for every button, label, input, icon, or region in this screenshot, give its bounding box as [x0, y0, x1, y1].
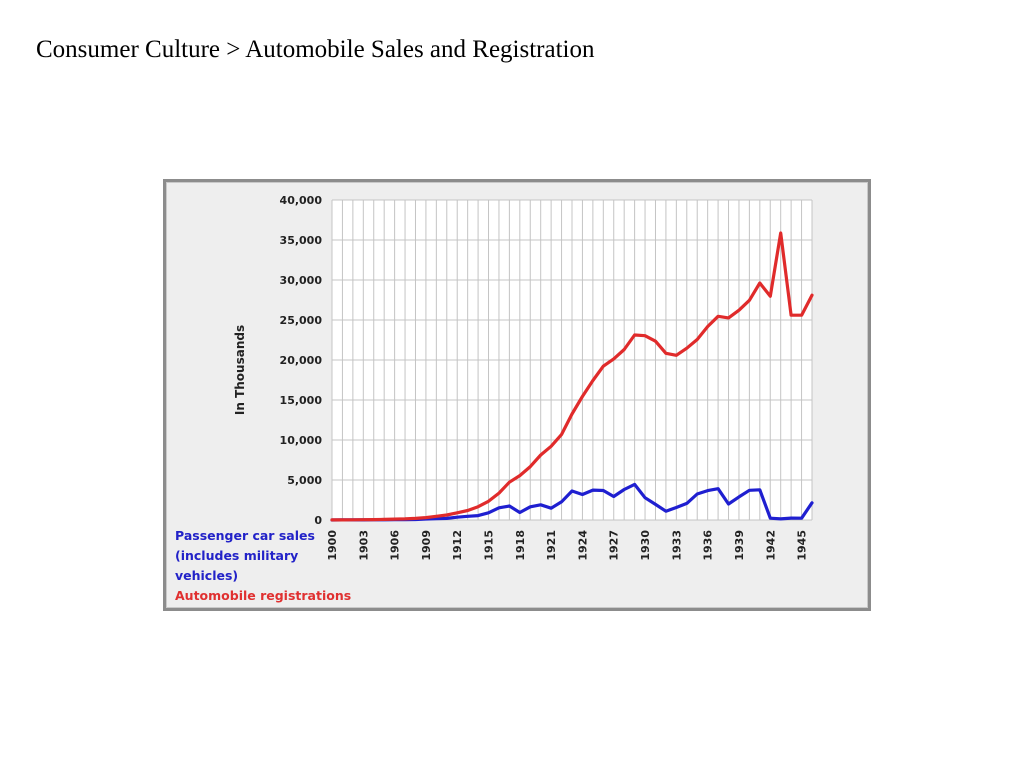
- x-tick-label: 1927: [608, 530, 621, 561]
- y-tick-label: 35,000: [280, 234, 323, 247]
- y-tick-label: 15,000: [280, 394, 323, 407]
- legend-automobile-registrations: Automobile registrations: [175, 588, 352, 603]
- y-tick-label: 30,000: [280, 274, 323, 287]
- x-tick-label: 1945: [796, 530, 809, 561]
- x-tick-label: 1909: [420, 530, 433, 561]
- y-tick-label: 25,000: [280, 314, 323, 327]
- x-tick-label: 1915: [483, 530, 496, 561]
- chart-frame: 0 5,000 10,000 15,000 20,000 25,000 30,000 35,0…: [163, 179, 871, 611]
- legend-passenger-car-sales: Passenger car sales (includes military v…: [175, 528, 315, 583]
- x-tick-label: 1912: [451, 530, 464, 561]
- x-tick-label: 1918: [514, 530, 527, 561]
- x-tick-label: 1924: [576, 530, 589, 561]
- y-tick-label: 0: [314, 514, 322, 527]
- y-axis-title: In Thousands: [233, 325, 247, 415]
- x-tick-label: 1939: [733, 530, 746, 561]
- x-tick-label: 1906: [389, 530, 402, 561]
- y-tick-label: 10,000: [280, 434, 323, 447]
- y-tick-label: 20,000: [280, 354, 323, 367]
- x-tick-label: 1933: [670, 530, 683, 561]
- series-line-1: [330, 231, 814, 522]
- x-tick-label: 1936: [702, 530, 715, 561]
- x-tick-label: 1903: [357, 530, 370, 561]
- x-tick-label: 1930: [639, 530, 652, 561]
- line-chart: 0 5,000 10,000 15,000 20,000 25,000 30,000 35,0…: [233, 194, 814, 561]
- slide-title: Consumer Culture > Automobile Sales and …: [36, 36, 595, 63]
- x-tick-label: 1921: [545, 530, 558, 561]
- x-tick-label: 1900: [326, 530, 339, 561]
- y-tick-label: 40,000: [280, 194, 323, 207]
- x-tick-label: 1942: [764, 530, 777, 561]
- y-tick-label: 5,000: [287, 474, 322, 487]
